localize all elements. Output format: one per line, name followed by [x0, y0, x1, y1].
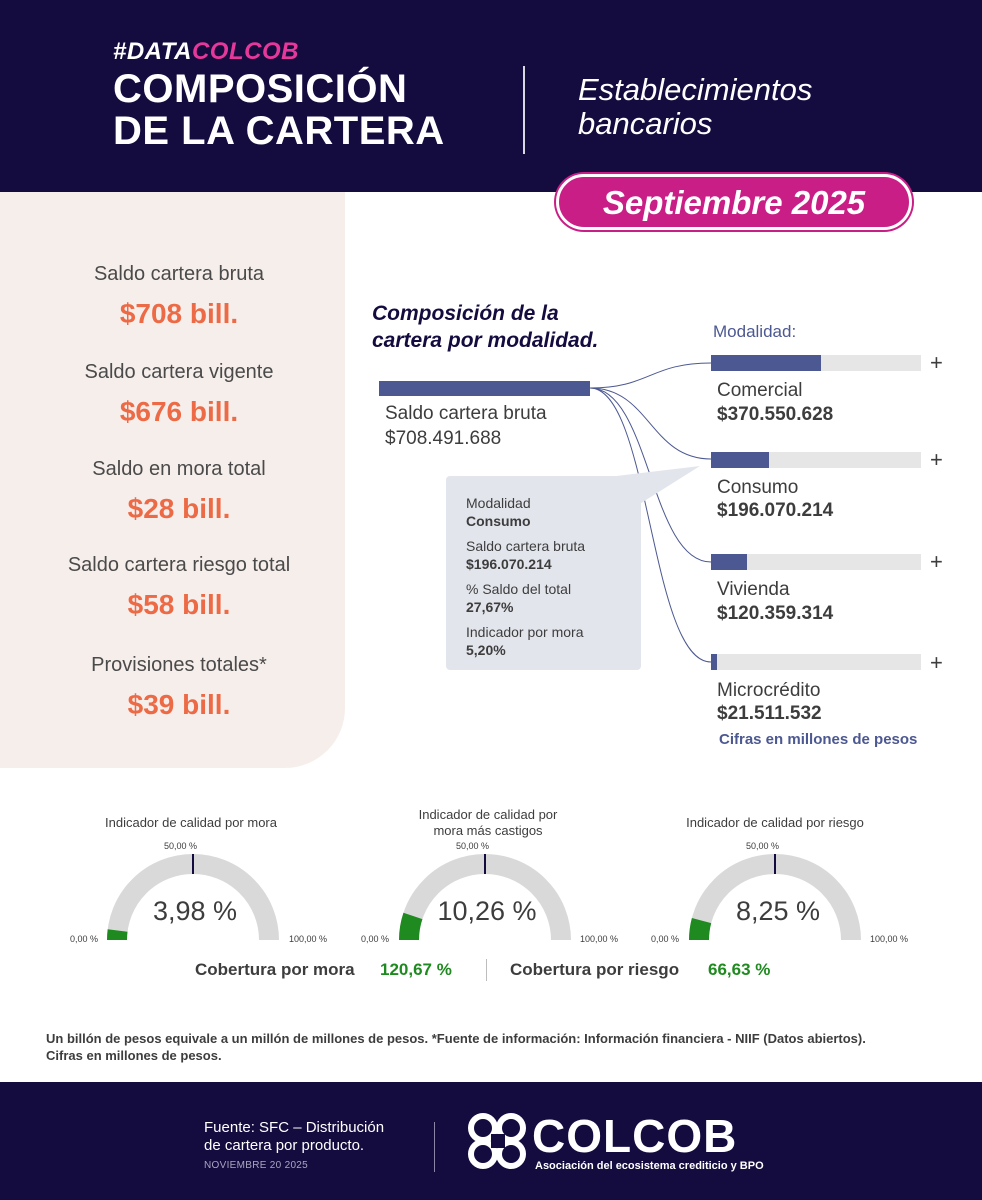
title-divider	[523, 66, 525, 154]
tooltip-label: % Saldo del total	[466, 581, 572, 597]
expand-consumo-icon[interactable]: +	[930, 447, 943, 472]
kpi-value: $676 bill.	[119, 396, 239, 427]
connector-comercial	[589, 362, 712, 389]
gauge-tick-mid: 50,00 %	[164, 841, 198, 851]
cobertura-mora-value: 120,67 %	[380, 960, 452, 979]
cobertura-riesgo-label: Cobertura por riesgo	[510, 960, 680, 979]
modalidad-name: Vivienda	[717, 579, 790, 600]
kpi-value: $39 bill.	[127, 689, 231, 720]
bar-fill	[711, 554, 747, 570]
total-value: $708.491.688	[385, 428, 502, 449]
tooltip-value: Consumo	[466, 513, 531, 529]
gauge-riesgo	[689, 854, 861, 941]
gauge-tick-mid: 50,00 %	[746, 841, 780, 851]
cobertura-riesgo-value: 66,63 %	[708, 960, 771, 979]
modalidad-name: Microcrédito	[717, 680, 821, 701]
bar-vivienda[interactable]	[711, 554, 921, 570]
tooltip-label: Indicador por mora	[466, 624, 584, 640]
tooltip-value: 5,20%	[466, 642, 506, 658]
kpi-mora-total: Saldo en mora total $28 bill.	[0, 458, 358, 525]
footer-divider	[434, 1122, 435, 1172]
bar-consumo[interactable]	[711, 452, 921, 468]
gauge-mora-value: 3,98 %	[152, 896, 238, 926]
page-subtitle: Establecimientos bancarios	[578, 72, 813, 141]
bar-fill	[711, 452, 770, 468]
modalidad-value: $196.070.214	[717, 500, 834, 521]
gauge-fill	[107, 929, 128, 941]
colcob-logo-icon	[468, 1113, 526, 1169]
kpi-cartera-vigente: Saldo cartera vigente $676 bill.	[0, 361, 358, 428]
tooltip-label: Saldo cartera bruta	[466, 538, 586, 554]
expand-comercial-icon[interactable]: +	[930, 350, 943, 375]
kpi-label: Saldo cartera bruta	[93, 263, 265, 285]
footnote: Un billón de pesos equivale a un millón …	[46, 1031, 866, 1063]
gauge-tick-min: 0,00 %	[651, 934, 680, 944]
modalidad-name: Comercial	[717, 380, 803, 401]
gauge-riesgo-value: 8,25 %	[735, 896, 821, 926]
cobertura-mora-label: Cobertura por mora	[195, 960, 355, 979]
kpi-value: $28 bill.	[127, 493, 231, 524]
tooltip-value: 27,67%	[466, 599, 514, 615]
gauge-tick-max: 100,00 %	[580, 934, 619, 944]
gauge-fill	[689, 917, 712, 941]
kpi-label: Saldo en mora total	[92, 458, 266, 480]
source-text: Fuente: SFC – Distribución de cartera po…	[204, 1119, 385, 1154]
bar-fill	[711, 355, 821, 371]
hashtag: #DATACOLCOB	[113, 38, 299, 65]
kpi-value: $58 bill.	[127, 589, 231, 620]
connector-microcredito	[589, 387, 712, 663]
gauge-castigos-title: Indicador de calidad por mora más castig…	[418, 807, 558, 838]
expand-microcredito-icon[interactable]: +	[930, 650, 943, 675]
tooltip-value: $196.070.214	[466, 556, 552, 572]
bar-fill	[711, 654, 718, 670]
gauge-fill	[399, 912, 423, 941]
bar-microcredito[interactable]	[711, 654, 921, 670]
gauge-mora-title: Indicador de calidad por mora	[105, 815, 277, 830]
gauge-tick-max: 100,00 %	[870, 934, 909, 944]
modalidad-value: $21.511.532	[717, 703, 822, 724]
kpi-value: $708 bill.	[119, 298, 239, 329]
kpi-cartera-bruta: Saldo cartera bruta $708 bill.	[0, 263, 358, 330]
gauge-castigos-value: 10,26 %	[437, 896, 537, 926]
gauge-riesgo-title: Indicador de calidad por riesgo	[686, 815, 864, 830]
tooltip-label: Modalidad	[466, 495, 531, 511]
kpi-label: Saldo cartera vigente	[84, 361, 274, 383]
coverage-divider	[486, 959, 487, 981]
hashtag-brand: COLCOB	[191, 38, 299, 65]
colcob-logo-wordmark: COLCOB	[532, 1110, 738, 1162]
publication-date: NOVIEMBRE 20 2025	[204, 1160, 309, 1171]
expand-vivienda-icon[interactable]: +	[930, 549, 943, 574]
modalidad-name: Consumo	[717, 477, 799, 498]
kpi-label: Saldo cartera riesgo total	[67, 554, 291, 576]
gauge-mora	[107, 854, 279, 941]
composition-title: Composición de la cartera por modalidad.	[372, 302, 599, 352]
modalidad-header: Modalidad:	[713, 322, 797, 341]
kpi-panel	[0, 192, 345, 768]
tooltip-consumo: Modalidad Consumo Saldo cartera bruta $1…	[446, 476, 641, 670]
bar-comercial[interactable]	[711, 355, 921, 371]
connector-consumo	[589, 387, 712, 460]
gauge-tick-min: 0,00 %	[70, 934, 99, 944]
kpi-riesgo-total: Saldo cartera riesgo total $58 bill.	[0, 554, 358, 621]
period-badge: Septiembre 2025	[556, 174, 912, 230]
page-title: COMPOSICIÓN DE LA CARTERA	[113, 67, 445, 153]
kpi-provisiones: Provisiones totales* $39 bill.	[0, 654, 358, 721]
total-label: Saldo cartera bruta	[385, 403, 547, 424]
gauge-tick-mid: 50,00 %	[456, 841, 490, 851]
header-banner	[0, 0, 982, 192]
gauge-tick-min: 0,00 %	[361, 934, 390, 944]
kpi-label: Provisiones totales*	[91, 654, 267, 676]
units-note: Cifras en millones de pesos	[719, 731, 918, 748]
modalidad-value: $120.359.314	[717, 603, 834, 624]
modalidad-value: $370.550.628	[717, 404, 834, 425]
gauge-tick-max: 100,00 %	[289, 934, 328, 944]
colcob-tagline: Asociación del ecosistema crediticio y B…	[535, 1160, 764, 1172]
gauge-mora-castigos	[399, 854, 571, 941]
total-bar[interactable]	[379, 381, 590, 396]
